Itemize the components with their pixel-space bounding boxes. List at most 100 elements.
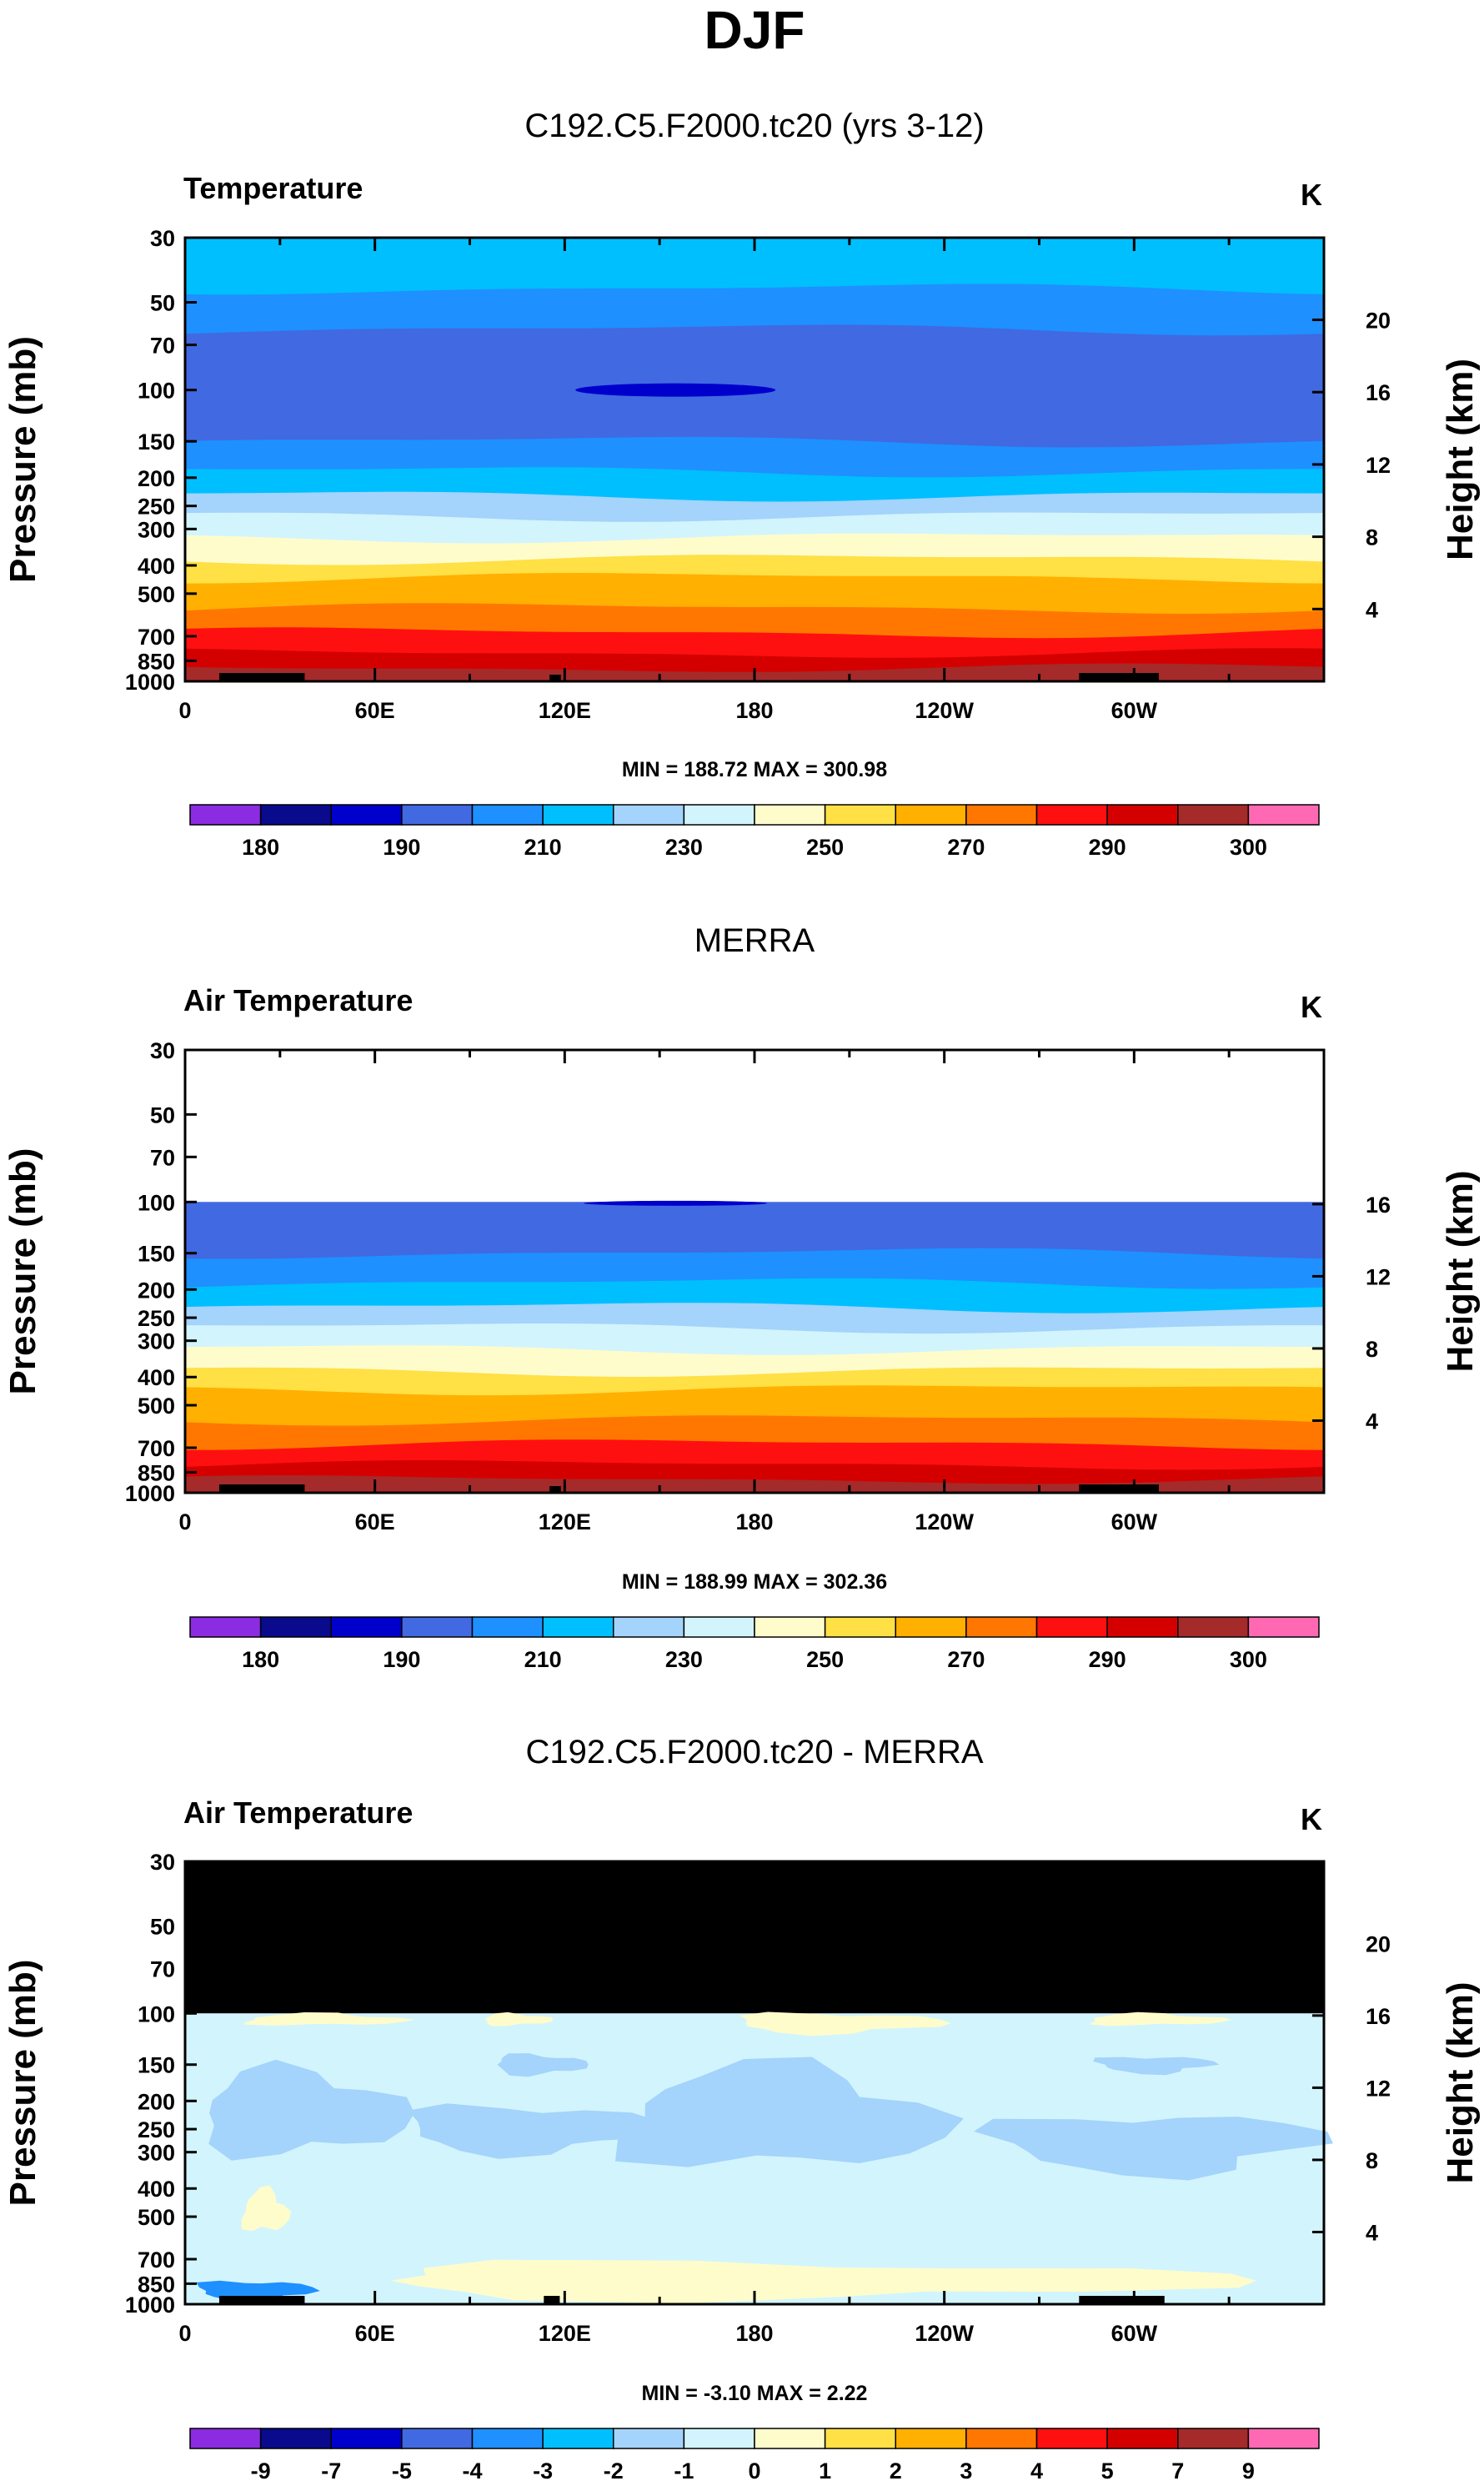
panel-2-left-title: Air Temperature [183,983,413,1017]
figure-title: DJF [704,0,805,60]
height-axis-label: Height (km) [1440,1171,1481,1373]
height-tick-label: 4 [1366,1409,1378,1434]
positive-region [1089,2011,1231,2026]
x-tick-label: 120W [915,698,974,723]
colorbar-swatch [471,2428,544,2449]
height-tick-label: 16 [1366,380,1391,405]
pressure-tick-label: 850 [138,649,175,674]
pressure-tick-label: 100 [138,1190,175,1215]
negative-region [208,2059,414,2161]
colorbar-swatch [330,2428,403,2449]
colorbar-label: 270 [947,835,985,860]
height-tick-label: 8 [1366,1337,1378,1362]
colorbar-label: 250 [806,1647,844,1672]
pressure-tick-label: 850 [138,2272,175,2297]
positive-region [241,2185,292,2232]
terrain-mask [1079,1484,1159,1493]
colorbar-label: 2 [890,2458,902,2481]
height-tick-label: 12 [1366,2076,1391,2101]
colorbar-label: -3 [533,2458,553,2481]
panel-2: MERRA Air Temperature K 0 60E 120E 180 120W 6… [3,922,1481,1672]
x-tick-label: 180 [735,2321,773,2346]
negative-region [615,2057,964,2167]
x-tick-label: 120E [539,2321,591,2346]
pressure-tick-label: 70 [150,1956,175,1981]
colorbar-label: 290 [1089,1647,1126,1672]
pressure-tick-label: 100 [138,2001,175,2026]
colorbar-swatch [683,804,755,826]
x-tick-label: 180 [735,698,773,723]
colorbar-label: -7 [321,2458,341,2481]
terrain-mask [218,1484,305,1493]
cold-core [584,1200,768,1206]
panel-1-subtitle: C192.C5.F2000.tc20 (yrs 3-12) [524,108,984,144]
pressure-tick-label: 150 [138,1242,175,1267]
panel-3-minmax: MIN = -3.10 MAX = 2.22 [642,2382,868,2405]
panel-2-minmax: MIN = 188.99 MAX = 302.36 [622,1570,887,1594]
x-tick-label: 0 [178,2321,191,2346]
colorbar-swatch [683,1616,755,1638]
pressure-tick-label: 250 [138,1306,175,1331]
pressure-tick-label: 50 [150,291,175,316]
height-axis-label: Height (km) [1440,1982,1481,2184]
colorbar-swatch [542,2428,614,2449]
colorbar-swatch [1177,2428,1250,2449]
panel-2-colorbar: 180 190 210 230 250 270 290 300 [189,1616,1320,1672]
pressure-tick-label: 850 [138,1460,175,1485]
panel-1-units: K [1301,178,1322,212]
pressure-tick-label: 400 [138,2177,175,2202]
colorbar-swatch [401,2428,474,2449]
x-tick-label: 120E [539,698,591,723]
colorbar-swatch [401,1616,474,1638]
colorbar-swatch [824,804,896,826]
colorbar-swatch [330,1616,403,1638]
pressure-tick-label: 700 [138,625,175,650]
x-tick-label: 60W [1111,1509,1158,1534]
colorbar-swatch [330,804,403,826]
colorbar-label: 290 [1089,835,1126,860]
colorbar-swatch [1247,2428,1320,2449]
colorbar-swatch [1106,804,1179,826]
pressure-tick-label: 250 [138,2117,175,2142]
pressure-tick-label: 100 [138,379,175,404]
x-tick-label: 120W [915,1509,974,1534]
height-tick-label: 20 [1366,309,1391,334]
pressure-tick-label: 30 [150,1038,175,1063]
pressure-tick-label: 300 [138,1329,175,1354]
pressure-tick-label: 150 [138,2053,175,2078]
height-tick-label: 12 [1366,453,1391,478]
colorbar-label: 230 [665,1647,703,1672]
panel-2-subtitle: MERRA [694,922,815,959]
height-tick-label: 20 [1366,1931,1391,1956]
x-tick-label: 60W [1111,698,1158,723]
colorbar-swatch [1106,2428,1179,2449]
colorbar-label: 210 [524,835,562,860]
colorbar-swatch [824,2428,896,2449]
colorbar-label: 4 [1030,2458,1043,2481]
x-tick-label: 120E [539,1509,591,1534]
colorbar-swatch [965,804,1038,826]
terrain-mask [1079,673,1159,681]
positive-region [390,2259,1256,2304]
x-tick-label: 60W [1111,2321,1158,2346]
pressure-tick-label: 1000 [125,1481,175,1506]
colorbar-swatch [471,1616,544,1638]
colorbar-swatch [259,2428,332,2449]
pressure-tick-label: 200 [138,2089,175,2114]
cold-core [575,383,776,397]
panel-2-units: K [1301,990,1322,1024]
colorbar-swatch [542,1616,614,1638]
colorbar-swatch [1177,804,1250,826]
colorbar-label: -9 [251,2458,271,2481]
pressure-tick-label: 700 [138,2247,175,2273]
colorbar-swatch [683,2428,755,2449]
colorbar-swatch [189,2428,262,2449]
x-tick-label: 60E [355,1509,395,1534]
colorbar-label: -4 [462,2458,482,2481]
colorbar-label: 210 [524,1647,562,1672]
panel-1-left-title: Temperature [183,171,363,205]
